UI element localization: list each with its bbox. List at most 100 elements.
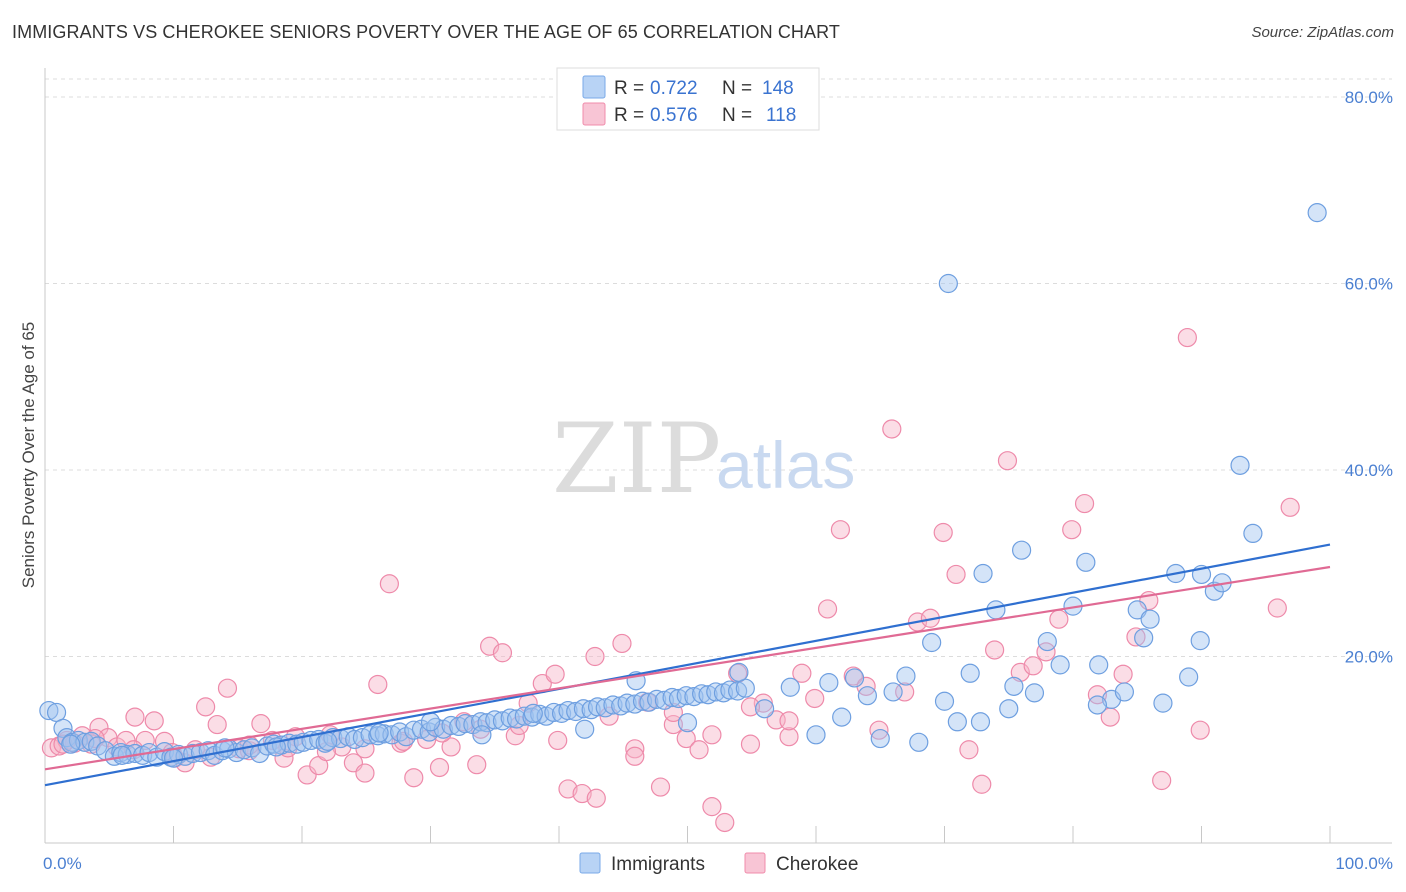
legend-n-value: 148 — [762, 78, 794, 99]
immigrants-point — [632, 691, 653, 711]
cherokee-point — [505, 726, 525, 746]
cherokee-point — [404, 768, 424, 788]
immigrants-points — [39, 203, 1327, 768]
immigrants-point — [896, 666, 916, 686]
immigrants-point — [573, 699, 594, 719]
cherokee-point — [1126, 627, 1146, 647]
immigrants-point — [396, 727, 416, 747]
y-tick-label: 40.0% — [1345, 461, 1393, 480]
immigrants-point — [1011, 540, 1032, 560]
immigrants-point — [575, 719, 595, 739]
cherokee-point — [1190, 720, 1210, 740]
immigrants-point — [986, 600, 1006, 620]
watermark-atlas: atlas — [716, 428, 855, 502]
cherokee-point — [429, 757, 450, 778]
immigrants-point — [654, 690, 674, 710]
legend-r-value: 0.576 — [650, 105, 698, 126]
bottom-legend-cherokee: Cherokee — [776, 854, 858, 875]
cherokee-point — [779, 727, 799, 747]
immigrants-point — [426, 717, 446, 737]
cherokee-point — [1074, 493, 1095, 514]
bottom-legend-swatch-immigrants — [579, 852, 601, 874]
cherokee-point — [355, 763, 375, 783]
cherokee-point — [676, 728, 696, 749]
immigrants-point — [970, 712, 991, 732]
x-tick-label: 0.0% — [43, 854, 82, 873]
immigrants-point — [617, 693, 637, 713]
cherokee-point — [1280, 497, 1300, 517]
cherokee-point — [625, 739, 645, 759]
cherokee-trend-line — [44, 565, 1331, 771]
immigrants-point — [1190, 631, 1210, 651]
immigrants-point — [441, 715, 461, 736]
immigrants-point — [472, 725, 492, 745]
immigrants-point — [477, 713, 497, 733]
immigrants-point — [647, 689, 667, 709]
trend-lines — [44, 543, 1331, 787]
immigrants-point — [832, 707, 852, 727]
immigrants-point — [1024, 683, 1045, 703]
cherokee-point — [933, 522, 953, 543]
cherokee-point — [217, 678, 238, 698]
immigrants-point — [1134, 628, 1154, 648]
cherokee-point — [492, 643, 513, 663]
immigrants-point — [163, 748, 184, 768]
chart-title: IMMIGRANTS VS CHEROKEE SENIORS POVERTY O… — [12, 22, 841, 42]
immigrants-point — [883, 682, 903, 702]
cherokee-point — [882, 419, 902, 439]
immigrants-point — [662, 687, 682, 708]
y-tick-label: 60.0% — [1345, 275, 1393, 294]
immigrants-point — [587, 697, 608, 717]
immigrants-point — [844, 668, 865, 688]
cherokee-point — [585, 646, 605, 667]
immigrants-point — [1230, 455, 1250, 475]
cherokee-point — [125, 707, 145, 727]
immigrants-point — [960, 663, 980, 683]
y-tick-labels: 20.0% 40.0% 60.0% 80.0% — [1345, 88, 1393, 667]
immigrants-point — [934, 691, 955, 711]
cherokee-point — [625, 746, 645, 766]
legend-swatch-cherokee — [582, 102, 606, 126]
immigrants-point — [999, 699, 1019, 719]
cherokee-point — [779, 711, 799, 731]
immigrants-point — [500, 708, 520, 728]
cherokee-point — [1036, 642, 1056, 662]
y-tick-label: 80.0% — [1345, 88, 1393, 107]
cherokee-point — [545, 664, 565, 684]
immigrants-point — [485, 710, 505, 730]
cherokee-point — [1152, 770, 1172, 791]
cherokee-point — [196, 697, 216, 717]
cherokee-point — [792, 663, 812, 683]
cherokee-point — [985, 640, 1005, 660]
immigrants-point — [595, 698, 615, 718]
immigrants-point — [676, 686, 696, 706]
immigrants-point — [1140, 609, 1160, 629]
immigrants-point — [684, 686, 704, 707]
immigrants-point — [947, 712, 967, 732]
cherokee-point — [612, 633, 632, 654]
immigrants-point — [706, 682, 726, 702]
immigrants-point — [922, 632, 942, 653]
cherokee-point — [41, 738, 62, 758]
legend-n-label: N = — [722, 78, 752, 99]
legend-r-label: R = — [614, 78, 644, 99]
cherokee-point — [740, 697, 761, 717]
immigrants-point — [692, 684, 712, 704]
cherokee-point — [805, 688, 825, 709]
immigrants-point — [1037, 631, 1057, 652]
immigrants-point — [75, 732, 95, 752]
cherokee-point — [946, 564, 966, 585]
immigrants-point — [1089, 655, 1109, 675]
cherokee-point — [207, 714, 227, 735]
immigrants-point — [1076, 552, 1096, 572]
cherokee-point — [895, 682, 915, 702]
cherokee-point — [572, 783, 592, 804]
bottom-legend: Immigrants Cherokee — [579, 852, 858, 875]
immigrants-point — [720, 680, 740, 700]
immigrants-point — [870, 728, 890, 749]
cherokee-point — [740, 734, 761, 754]
immigrants-point — [544, 702, 564, 723]
legend-n-value: 118 — [766, 105, 796, 126]
immigrants-point — [639, 692, 659, 712]
